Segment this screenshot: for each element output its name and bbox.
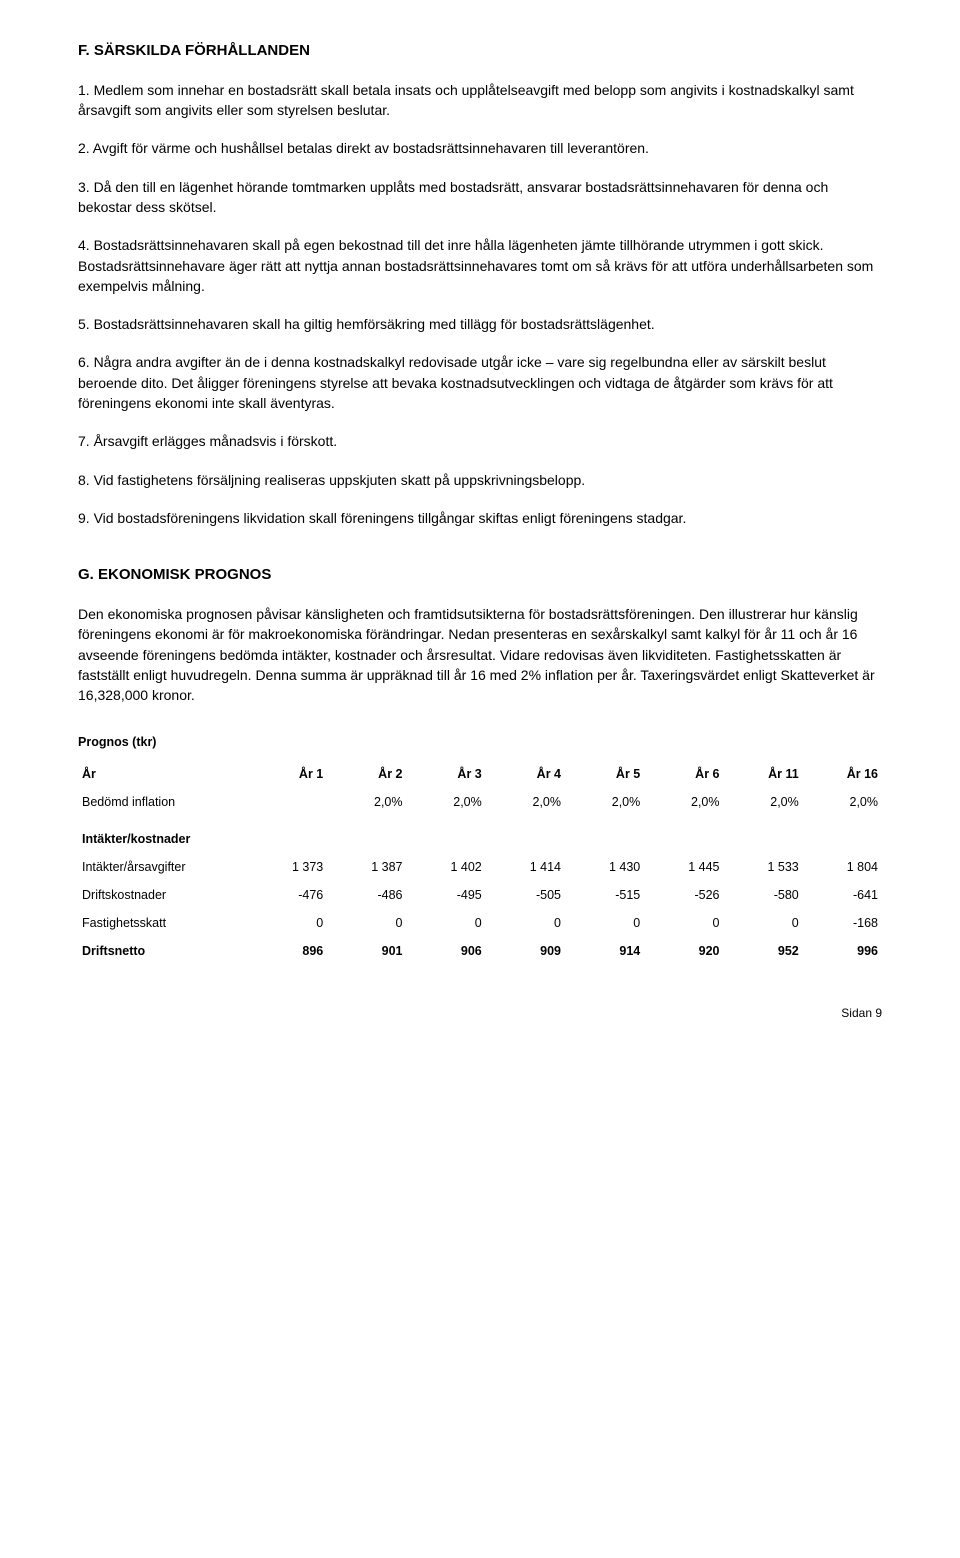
cell: 909 [486, 937, 565, 965]
row-label: Intäkter/årsavgifter [78, 853, 248, 881]
item-9: 9. Vid bostadsföreningens likvidation sk… [78, 508, 882, 528]
section-g-heading: G. EKONOMISK PROGNOS [78, 564, 882, 586]
cell: 896 [248, 937, 327, 965]
cell: 2,0% [724, 788, 803, 816]
cell: 2,0% [407, 788, 486, 816]
col-year-4: År 4 [486, 760, 565, 788]
col-year-11: År 11 [724, 760, 803, 788]
item-3: 3. Då den till en lägenhet hörande tomtm… [78, 177, 882, 218]
item-4: 4. Bostadsrättsinnehavaren skall på egen… [78, 235, 882, 296]
cell: 952 [724, 937, 803, 965]
cell: 920 [644, 937, 723, 965]
cell: -526 [644, 881, 723, 909]
inflation-label: Bedömd inflation [78, 788, 248, 816]
section-f-heading: F. SÄRSKILDA FÖRHÅLLANDEN [78, 40, 882, 62]
subheading-label: Intäkter/kostnader [78, 816, 882, 853]
cell: -641 [803, 881, 882, 909]
table-row: Driftskostnader -476 -486 -495 -505 -515… [78, 881, 882, 909]
total-row: Driftsnetto 896 901 906 909 914 920 952 … [78, 937, 882, 965]
cell: 901 [327, 937, 406, 965]
col-year-16: År 16 [803, 760, 882, 788]
item-6: 6. Några andra avgifter än de i denna ko… [78, 352, 882, 413]
cell: 1 445 [644, 853, 723, 881]
cell: 1 373 [248, 853, 327, 881]
row-label: Fastighetsskatt [78, 909, 248, 937]
cell: 996 [803, 937, 882, 965]
cell: 0 [486, 909, 565, 937]
cell: 1 414 [486, 853, 565, 881]
prognosis-table: År År 1 År 2 År 3 År 4 År 5 År 6 År 11 Å… [78, 760, 882, 966]
section-g-body: Den ekonomiska prognosen påvisar känslig… [78, 604, 882, 705]
cell: 906 [407, 937, 486, 965]
cell: 0 [565, 909, 644, 937]
item-7: 7. Årsavgift erlägges månadsvis i försko… [78, 431, 882, 451]
item-5: 5. Bostadsrättsinnehavaren skall ha gilt… [78, 314, 882, 334]
cell: -168 [803, 909, 882, 937]
cell: 0 [248, 909, 327, 937]
cell [248, 788, 327, 816]
item-1: 1. Medlem som innehar en bostadsrätt ska… [78, 80, 882, 121]
cell: -505 [486, 881, 565, 909]
cell: 2,0% [327, 788, 406, 816]
cell: 2,0% [644, 788, 723, 816]
cell: 0 [724, 909, 803, 937]
cell: -476 [248, 881, 327, 909]
cell: 1 430 [565, 853, 644, 881]
cell: 914 [565, 937, 644, 965]
cell: 0 [327, 909, 406, 937]
cell: -495 [407, 881, 486, 909]
cell: 2,0% [486, 788, 565, 816]
cell: 2,0% [803, 788, 882, 816]
col-year-6: År 6 [644, 760, 723, 788]
cell: 2,0% [565, 788, 644, 816]
row-label: Driftskostnader [78, 881, 248, 909]
col-year-2: År 2 [327, 760, 406, 788]
table-title: Prognos (tkr) [78, 733, 882, 751]
cell: -486 [327, 881, 406, 909]
cell: 1 387 [327, 853, 406, 881]
col-year-1: År 1 [248, 760, 327, 788]
total-label: Driftsnetto [78, 937, 248, 965]
table-row: Intäkter/årsavgifter 1 373 1 387 1 402 1… [78, 853, 882, 881]
item-2: 2. Avgift för värme och hushållsel betal… [78, 138, 882, 158]
cell: 1 804 [803, 853, 882, 881]
cell: 1 402 [407, 853, 486, 881]
item-8: 8. Vid fastighetens försäljning realiser… [78, 470, 882, 490]
cell: -515 [565, 881, 644, 909]
cell: -580 [724, 881, 803, 909]
col-year-5: År 5 [565, 760, 644, 788]
inflation-row: Bedömd inflation 2,0% 2,0% 2,0% 2,0% 2,0… [78, 788, 882, 816]
cell: 1 533 [724, 853, 803, 881]
subheading-row: Intäkter/kostnader [78, 816, 882, 853]
table-row: Fastighetsskatt 0 0 0 0 0 0 0 -168 [78, 909, 882, 937]
page-footer: Sidan 9 [78, 1005, 882, 1022]
col-year-3: År 3 [407, 760, 486, 788]
cell: 0 [407, 909, 486, 937]
cell: 0 [644, 909, 723, 937]
table-header-row: År År 1 År 2 År 3 År 4 År 5 År 6 År 11 Å… [78, 760, 882, 788]
col-year-label: År [78, 760, 248, 788]
